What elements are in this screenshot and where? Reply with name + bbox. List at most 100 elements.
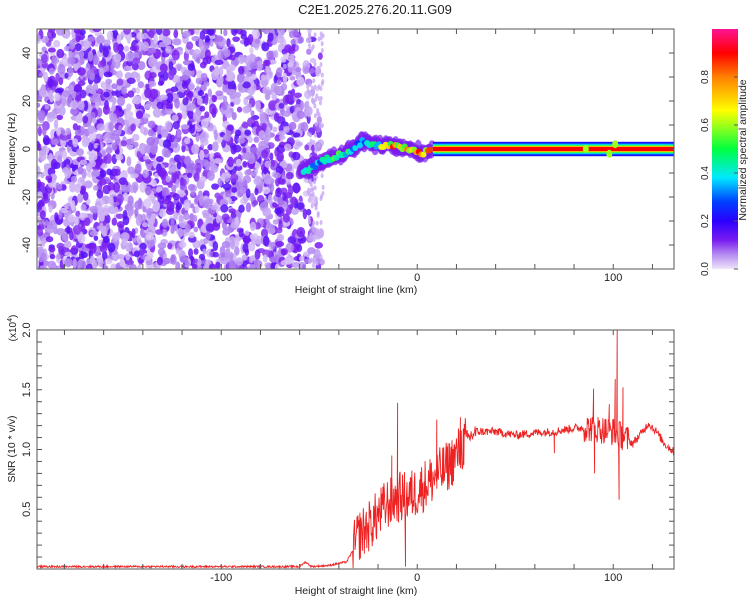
noise-blob (88, 142, 94, 152)
noise-blob (195, 132, 200, 142)
noise-blob (123, 45, 130, 52)
noise-blob (275, 165, 284, 175)
noise-blob (181, 109, 188, 120)
noise-blob (77, 80, 86, 86)
noise-blob (138, 143, 147, 154)
noise-blob (158, 208, 167, 218)
noise-blob (202, 248, 207, 255)
noise-blob (250, 171, 257, 177)
noise-blob (38, 72, 44, 78)
noise-blob (251, 29, 261, 40)
noise-blob (162, 139, 172, 150)
noise-blob (200, 72, 208, 82)
noise-blob (164, 120, 172, 132)
noise-blob (190, 69, 195, 77)
noise-blob (153, 201, 161, 211)
noise-blob (104, 137, 114, 144)
noise-blob (68, 181, 76, 193)
noise-blob (126, 77, 136, 84)
noise-blob (159, 41, 168, 48)
noise-blob (63, 45, 70, 52)
noise-blob (321, 191, 325, 197)
noise-blob (69, 247, 78, 255)
noise-blob (205, 231, 211, 241)
noise-blob (269, 256, 277, 263)
noise-blob (72, 138, 79, 148)
noise-blob (129, 263, 138, 269)
noise-blob (236, 72, 246, 84)
noise-blob (76, 259, 83, 269)
noise-blob (285, 242, 295, 253)
noise-blob (180, 178, 187, 187)
noise-blob (174, 98, 180, 109)
noise-blob (84, 180, 93, 189)
noise-blob (122, 192, 129, 202)
noise-blob (118, 177, 128, 185)
y-tick-label: -20 (21, 189, 33, 205)
noise-blob (55, 72, 60, 82)
noise-blob (50, 158, 58, 170)
noise-blob (51, 31, 57, 39)
noise-blob (47, 47, 56, 53)
noise-blob (125, 138, 132, 146)
noise-blob (75, 114, 84, 124)
noise-blob (125, 252, 131, 261)
noise-blob (227, 64, 236, 72)
noise-blob (309, 232, 313, 238)
noise-blob (266, 50, 274, 60)
noise-blob (151, 179, 157, 187)
noise-blob (314, 144, 318, 150)
noise-blob (73, 84, 83, 93)
noise-blob (119, 258, 126, 268)
noise-blob (318, 100, 322, 106)
noise-blob (105, 153, 112, 164)
noise-blob (103, 235, 110, 244)
noise-blob (51, 138, 60, 146)
noise-blob (228, 260, 236, 269)
noise-blob (312, 78, 316, 84)
colorbar-tick-label: 0.6 (700, 118, 711, 132)
ridge-blob (420, 151, 427, 158)
noise-blob (70, 200, 76, 211)
noise-blob (220, 256, 229, 265)
noise-blob (308, 219, 312, 225)
noise-blob (111, 217, 118, 226)
noise-blob (93, 235, 99, 241)
noise-blob (262, 29, 270, 35)
noise-blob (276, 144, 286, 154)
noise-blob (245, 71, 252, 78)
noise-blob (282, 63, 287, 70)
noise-blob (126, 156, 132, 167)
noise-blob (179, 255, 189, 264)
noise-blob (213, 158, 222, 164)
noise-blob (241, 254, 248, 261)
noise-blob (178, 229, 185, 237)
noise-blob (150, 213, 156, 225)
bottom-y-axis-label: SNR (10 * v/v) (6, 415, 18, 482)
colorbar (712, 29, 738, 269)
noise-blob (99, 222, 104, 232)
noise-blob (43, 71, 48, 83)
noise-blob (207, 88, 212, 98)
noise-blob (141, 41, 150, 52)
noise-blob (319, 62, 323, 68)
noise-blob (147, 120, 156, 129)
noise-blob (56, 253, 61, 260)
noise-blob (308, 258, 312, 264)
noise-blob (135, 87, 140, 94)
noise-blob (91, 117, 97, 124)
noise-blob (194, 204, 200, 214)
noise-blob (314, 196, 318, 202)
noise-blob (96, 189, 104, 199)
noise-blob (103, 91, 110, 98)
noise-blob (165, 45, 172, 54)
noise-blob (283, 53, 290, 60)
noise-blob (306, 253, 310, 259)
noise-blob (63, 240, 72, 249)
noise-blob (66, 225, 71, 235)
noise-blob (132, 141, 139, 148)
noise-blob (230, 239, 235, 250)
noise-blob (121, 86, 127, 95)
noise-blob (224, 110, 233, 119)
noise-blob (289, 53, 295, 65)
